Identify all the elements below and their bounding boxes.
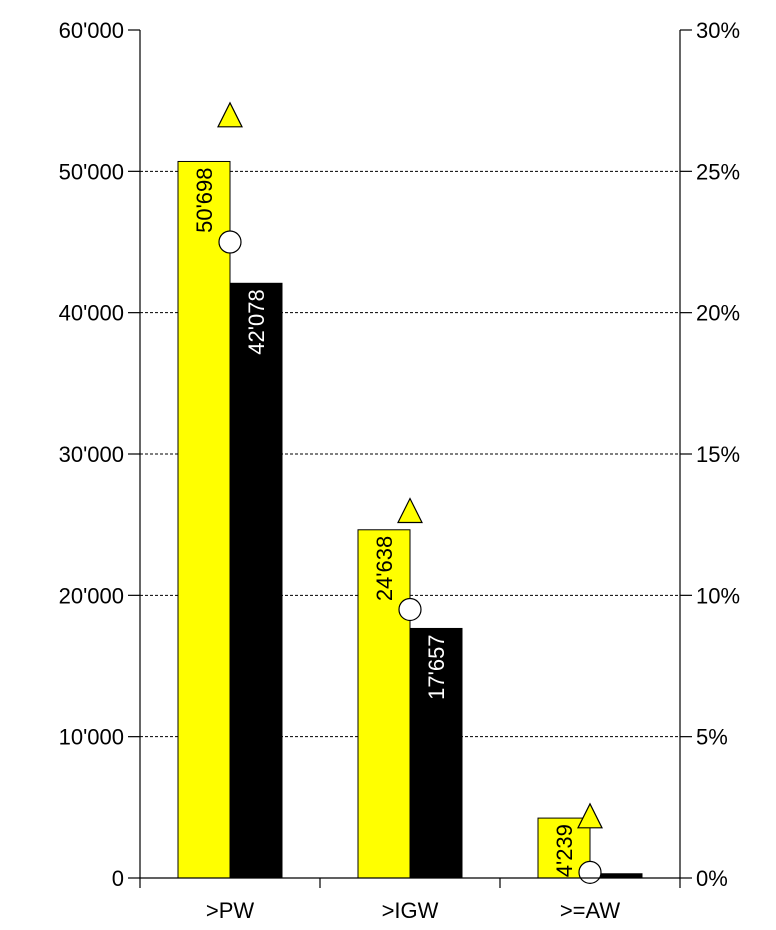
right-tick-label: 20% <box>696 301 740 326</box>
bar-value-labels: 50'698 42'078 24'638 17'657 4'239 <box>192 167 577 877</box>
right-tick-label: 30% <box>696 18 740 43</box>
bar-yellow-1 <box>357 529 411 879</box>
left-tick-label: 60'000 <box>59 18 124 43</box>
circle-marker <box>578 860 602 884</box>
bar-value-label: 50'698 <box>192 167 217 232</box>
bar-black-0 <box>229 282 283 879</box>
left-tick-label: 50'000 <box>59 159 124 184</box>
right-tick-label: 5% <box>696 725 728 750</box>
left-tick-label: 0 <box>112 866 124 891</box>
category-label: >IGW <box>382 898 439 923</box>
tick-labels: 0 10'000 20'000 30'000 40'000 50'000 60'000 0% 5… <box>59 18 740 923</box>
markers <box>217 101 603 884</box>
right-tick-label: 0% <box>696 866 728 891</box>
triangle-marker <box>217 101 243 128</box>
circle-marker <box>398 597 422 622</box>
category-label: >=AW <box>560 898 621 923</box>
right-tick-label: 10% <box>696 583 740 608</box>
triangle-marker <box>577 802 603 829</box>
circle-marker <box>218 230 242 254</box>
right-tick-label: 15% <box>696 442 740 467</box>
right-tick-label: 25% <box>696 159 740 184</box>
triangle-marker <box>397 497 423 524</box>
bar-black-1 <box>409 627 463 879</box>
bar-value-label: 42'078 <box>244 289 269 354</box>
left-tick-label: 10'000 <box>59 725 124 750</box>
left-tick-label: 40'000 <box>59 301 124 326</box>
axes <box>128 29 692 888</box>
bar-value-label: 24'638 <box>372 536 397 601</box>
left-tick-label: 20'000 <box>59 583 124 608</box>
bar-yellow-0 <box>177 160 231 879</box>
left-tick-label: 30'000 <box>59 442 124 467</box>
bar-value-label: 4'239 <box>552 824 577 877</box>
category-label: >PW <box>206 898 255 923</box>
bar-value-label: 17'657 <box>424 634 449 699</box>
bars <box>177 160 643 879</box>
